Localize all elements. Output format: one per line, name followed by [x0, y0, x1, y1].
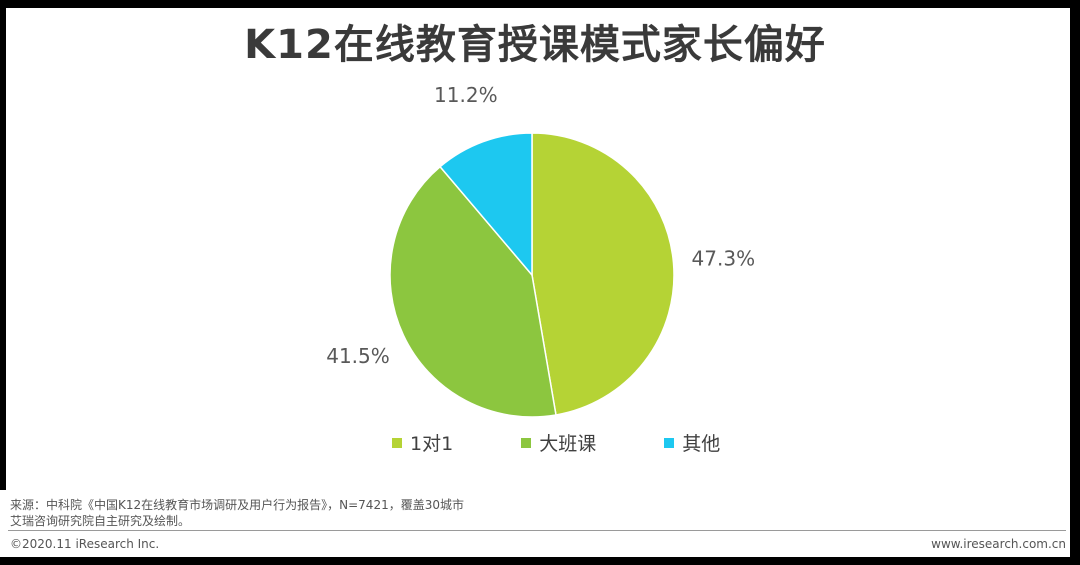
- legend-swatch-1v1: [392, 437, 402, 448]
- slice-1v1: [531, 132, 675, 416]
- label-large-class: 41.5%: [326, 344, 390, 368]
- source-line-1: 来源：中科院《中国K12在线教育市场调研及用户行为报告》，N=7421，覆盖30…: [10, 498, 464, 512]
- legend-swatch-other: [664, 437, 675, 448]
- legend-swatch-large-class: [521, 437, 532, 448]
- legend-label-1v1: 1对1: [410, 433, 454, 455]
- chart-title: K12在线教育授课模式家长偏好: [244, 22, 826, 68]
- legend-item-other: 其他: [664, 429, 720, 456]
- legend-item-1v1: 1对1: [392, 429, 453, 456]
- footer-divider: [8, 530, 1066, 531]
- legend-item-large-class: 大班课: [521, 429, 596, 456]
- website-link[interactable]: www.iresearch.com.cn: [931, 537, 1066, 551]
- right-border: [1070, 0, 1080, 565]
- copyright: ©2020.11 iResearch Inc.: [10, 537, 160, 551]
- legend-label-large-class: 大班课: [539, 433, 597, 455]
- label-other: 11.2%: [434, 83, 498, 107]
- label-1v1: 47.3%: [692, 247, 756, 271]
- left-border: [0, 0, 6, 490]
- top-border: [0, 0, 1080, 8]
- legend: 1对1 大班课 其他: [392, 429, 788, 456]
- source-note: 来源：中科院《中国K12在线教育市场调研及用户行为报告》，N=7421，覆盖30…: [10, 497, 464, 529]
- source-line-2: 艾瑞咨询研究院自主研究及绘制。: [10, 514, 191, 528]
- legend-label-other: 其他: [682, 433, 721, 455]
- bottom-border: [0, 557, 1080, 565]
- slice-other: [439, 132, 533, 278]
- slice-large-class: [389, 165, 557, 418]
